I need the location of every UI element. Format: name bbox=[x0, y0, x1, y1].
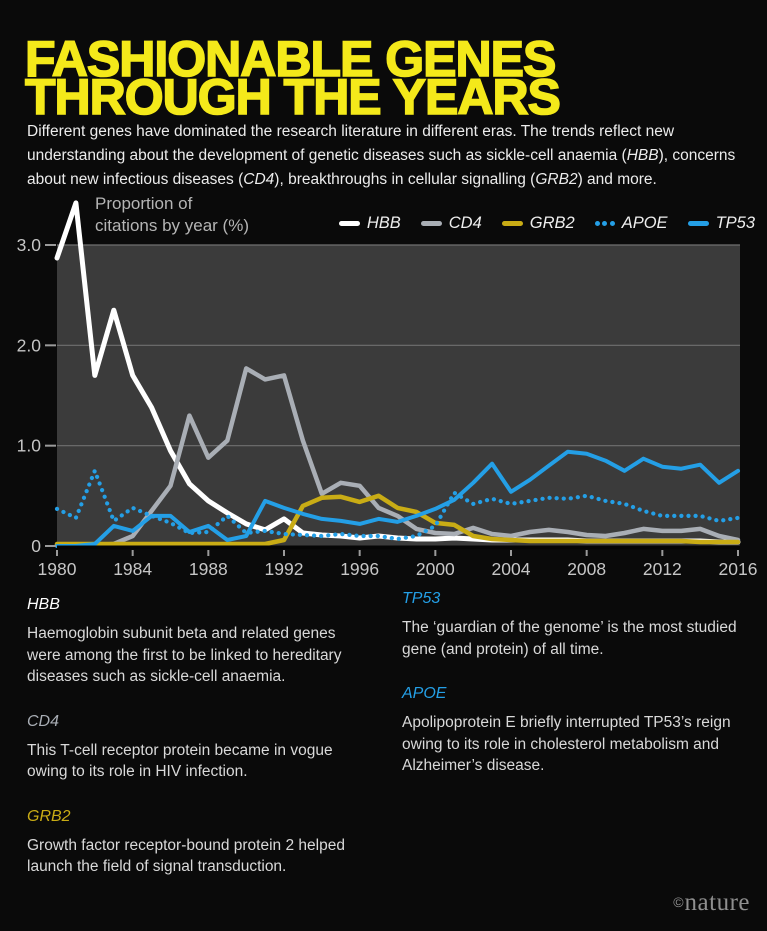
y-tick-label-0: 0 bbox=[31, 536, 41, 556]
legend-label-grb2: GRB2 bbox=[529, 214, 575, 232]
intro-text-segment: ), concerns about new infectious disease… bbox=[27, 146, 736, 188]
legend-label-hbb: HBB bbox=[366, 214, 401, 232]
x-tick-label-1996: 1996 bbox=[340, 559, 379, 579]
y-tick-label-2.0: 2.0 bbox=[17, 335, 42, 355]
legend-item-hbb: HBB bbox=[338, 214, 401, 233]
page-title-line1: FASHIONABLE GENES bbox=[24, 30, 557, 87]
y-axis-title: Proportion of citations by year (%) bbox=[95, 193, 249, 237]
note-apoe: APOE Apolipoprotein E briefly interrupted… bbox=[402, 685, 744, 777]
x-tick-label-2000: 2000 bbox=[416, 559, 455, 579]
note-hbb: HBB Haemoglobin subunit beta and related … bbox=[27, 596, 365, 688]
note-body-grb2: Growth factor receptor-bound protein 2 h… bbox=[27, 836, 345, 876]
y-tick-label-3.0: 3.0 bbox=[17, 235, 42, 255]
note-body-cd4: This T-cell receptor protein became in v… bbox=[27, 741, 333, 781]
series-line-tp53 bbox=[55, 449, 740, 548]
intro-gene-name: GRB2 bbox=[535, 170, 578, 188]
x-tick-label-2016: 2016 bbox=[719, 559, 758, 579]
legend-swatch-apoe bbox=[594, 221, 615, 226]
legend-swatch-hbb bbox=[338, 221, 360, 226]
x-tick-label-2004: 2004 bbox=[492, 559, 531, 579]
legend-swatch-cd4 bbox=[420, 221, 442, 226]
intro-gene-name: CD4 bbox=[243, 170, 275, 188]
plot-area bbox=[57, 245, 740, 546]
notes-column-left: HBB Haemoglobin subunit beta and related … bbox=[27, 596, 365, 878]
note-heading-apoe: APOE bbox=[402, 685, 447, 702]
legend-item-apoe: APOE bbox=[594, 214, 668, 233]
page-title: FASHIONABLE GENES THROUGH THE YEARS bbox=[24, 30, 562, 125]
nature-logo: ©nature bbox=[673, 889, 750, 917]
note-body-hbb: Haemoglobin subunit beta and related gen… bbox=[27, 625, 342, 685]
x-tick-label-1988: 1988 bbox=[189, 559, 228, 579]
legend-label-cd4: CD4 bbox=[448, 214, 482, 232]
page-title-line2: THROUGH THE YEARS bbox=[24, 68, 562, 125]
note-heading-grb2: GRB2 bbox=[27, 807, 71, 825]
note-tp53: TP53 The ‘guardian of the genome’ is the … bbox=[402, 590, 744, 660]
note-cd4: CD4 This T-cell receptor protein became i… bbox=[27, 713, 365, 783]
notes-column-right: TP53 The ‘guardian of the genome’ is the … bbox=[402, 590, 744, 777]
chart-canvas: 0 1.0 2.0 3.0 1980 1984 1988 1992 1996 2000 2004 20… bbox=[17, 200, 758, 579]
note-body-apoe: Apolipoprotein E briefly interrupted TP5… bbox=[402, 714, 731, 774]
intro-text-segment: Different genes have dominated the resea… bbox=[27, 122, 675, 164]
x-tick-label-2012: 2012 bbox=[643, 559, 682, 579]
legend-item-grb2: GRB2 bbox=[501, 214, 575, 233]
y-axis-title-line1: Proportion of bbox=[95, 194, 193, 213]
legend-item-tp53: TP53 bbox=[687, 214, 755, 233]
intro-text: Different genes have dominated the resea… bbox=[27, 120, 751, 192]
note-grb2: GRB2 Growth factor receptor-bound protein… bbox=[27, 808, 365, 878]
copyright-icon: © bbox=[673, 894, 685, 910]
x-tick-label-1980: 1980 bbox=[38, 559, 77, 579]
x-tick-label-1992: 1992 bbox=[265, 559, 304, 579]
legend-swatch-tp53 bbox=[687, 221, 709, 226]
series-line-grb2 bbox=[54, 493, 741, 547]
citations-chart: Proportion of citations by year (%) HBB C… bbox=[0, 190, 767, 590]
legend-swatch-grb2 bbox=[501, 221, 523, 226]
intro-text-segment: ), breakthroughs in cellular signalling … bbox=[274, 170, 536, 188]
y-axis-title-line2: citations by year (%) bbox=[95, 216, 249, 235]
note-heading-cd4: CD4 bbox=[27, 712, 60, 730]
series-line-apoe bbox=[54, 468, 741, 542]
intro-gene-name: HBB bbox=[626, 146, 659, 164]
series-line-cd4 bbox=[54, 366, 741, 548]
legend-item-cd4: CD4 bbox=[420, 214, 482, 233]
legend-label-apoe: APOE bbox=[621, 214, 668, 232]
intro-text-segment: ) and more. bbox=[577, 170, 657, 188]
note-body-tp53: The ‘guardian of the genome’ is the most… bbox=[402, 619, 737, 658]
note-heading-hbb: HBB bbox=[27, 596, 60, 613]
x-tick-label-1984: 1984 bbox=[113, 559, 152, 579]
nature-logo-text: nature bbox=[684, 889, 750, 916]
y-tick-label-1.0: 1.0 bbox=[17, 436, 42, 456]
note-heading-tp53: TP53 bbox=[402, 590, 441, 607]
legend-label-tp53: TP53 bbox=[715, 214, 755, 232]
x-tick-label-2008: 2008 bbox=[567, 559, 606, 579]
chart-legend: HBB CD4 GRB2 APOE TP53 bbox=[338, 214, 755, 233]
